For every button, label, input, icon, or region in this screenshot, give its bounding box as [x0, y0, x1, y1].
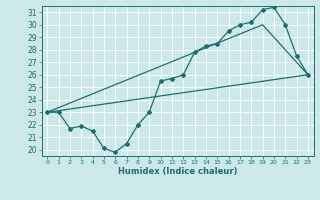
X-axis label: Humidex (Indice chaleur): Humidex (Indice chaleur) [118, 167, 237, 176]
